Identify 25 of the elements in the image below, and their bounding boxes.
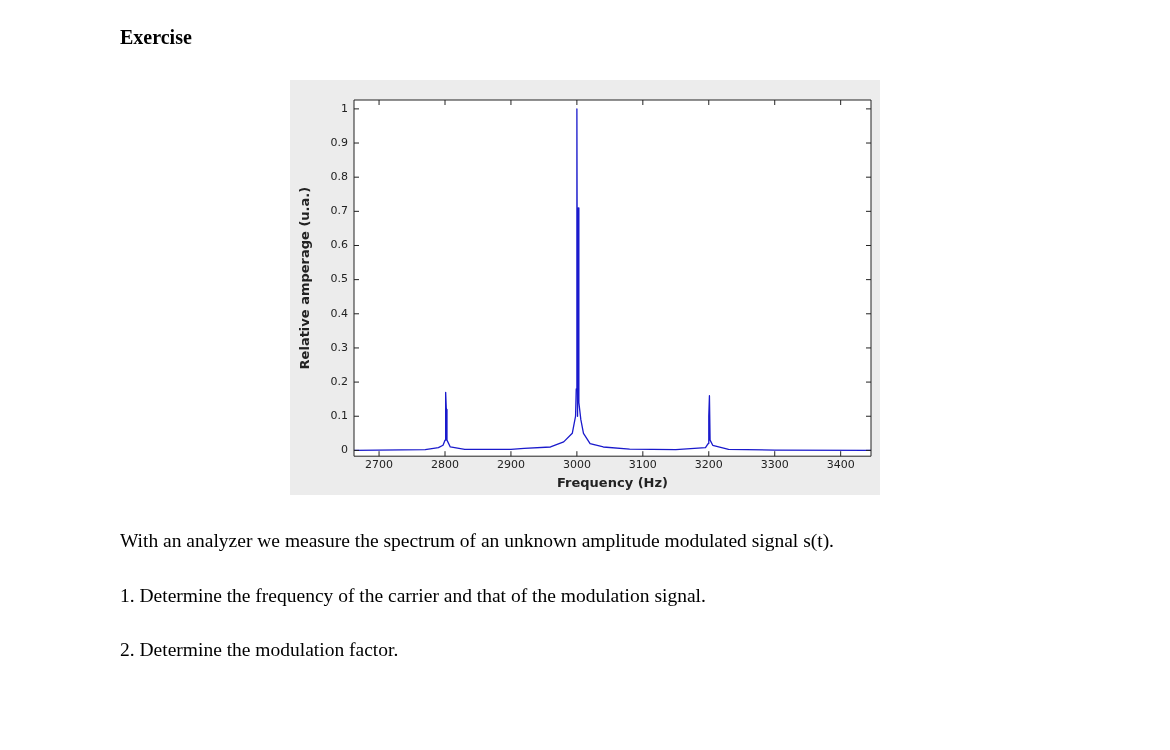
y-tick-label: 0.7 bbox=[330, 204, 348, 218]
text: 1. Determine the frequency of the carrier and that of the modulation signal. bbox=[120, 585, 706, 607]
y-tick-label: 0 bbox=[341, 443, 348, 457]
y-tick-label: 0.1 bbox=[330, 409, 348, 423]
y-tick-label: 1 bbox=[341, 101, 348, 115]
x-tick-label: 3000 bbox=[562, 457, 591, 471]
x-tick-label: 3100 bbox=[628, 457, 657, 471]
x-tick-label: 3400 bbox=[826, 457, 855, 471]
y-tick-label: 0.6 bbox=[330, 238, 348, 252]
y-tick-label: 0.8 bbox=[330, 170, 348, 184]
y-axis-title: Relative amperage (u.a.) bbox=[297, 186, 313, 370]
text: 2. Determine the modulation factor. bbox=[120, 639, 399, 661]
y-tick-label: 0.4 bbox=[330, 306, 348, 320]
y-tick-label: 0.2 bbox=[330, 374, 348, 388]
y-tick-label: 0.3 bbox=[330, 340, 348, 354]
y-tick-label: 0.9 bbox=[330, 135, 348, 149]
x-tick-label: 3300 bbox=[760, 457, 789, 471]
x-tick-label: 2700 bbox=[365, 457, 394, 471]
x-tick-label: 2900 bbox=[496, 457, 525, 471]
y-tick-label: 0.5 bbox=[330, 272, 348, 286]
x-axis-title: Frequency (Hz) bbox=[557, 474, 668, 490]
text: With an analyzer we measure the spectrum of an unknown amplitude modulated signal s(t). bbox=[120, 530, 834, 552]
text: Exercise bbox=[120, 26, 192, 49]
x-tick-label: 2800 bbox=[431, 457, 459, 471]
x-tick-label: 3200 bbox=[694, 457, 723, 471]
